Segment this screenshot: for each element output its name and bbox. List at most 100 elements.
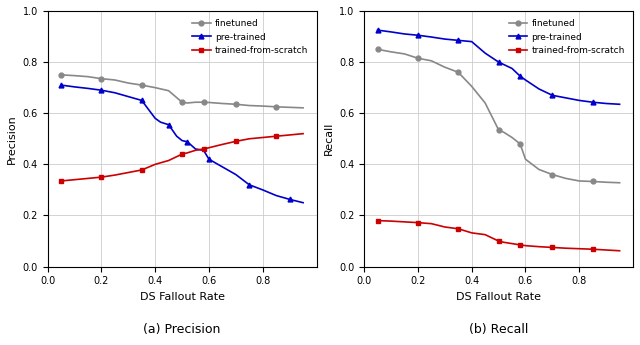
trained-from-scratch: [495, 239, 502, 243]
finetuned: [138, 83, 145, 87]
pre-trained: [562, 96, 570, 100]
trained-from-scratch: [602, 248, 610, 252]
trained-from-scratch: [191, 148, 199, 152]
trained-from-scratch: [575, 247, 583, 251]
pre-trained: [414, 33, 422, 37]
trained-from-scratch: [468, 231, 476, 235]
trained-from-scratch: [562, 246, 570, 250]
finetuned: [535, 167, 543, 171]
finetuned: [454, 70, 462, 75]
finetuned: [97, 77, 105, 81]
pre-trained: [57, 83, 65, 87]
trained-from-scratch: [111, 173, 118, 177]
finetuned: [522, 157, 529, 161]
finetuned: [232, 102, 240, 106]
finetuned: [508, 136, 516, 140]
finetuned: [300, 106, 307, 110]
pre-trained: [508, 66, 516, 70]
pre-trained: [468, 40, 476, 44]
finetuned: [602, 180, 610, 184]
finetuned: [70, 73, 78, 78]
trained-from-scratch: [184, 151, 191, 155]
trained-from-scratch: [205, 146, 212, 150]
finetuned: [575, 179, 583, 183]
finetuned: [84, 75, 92, 79]
pre-trained: [232, 172, 240, 177]
trained-from-scratch: [57, 179, 65, 183]
pre-trained: [184, 140, 191, 144]
pre-trained: [151, 116, 159, 120]
trained-from-scratch: [500, 240, 508, 244]
pre-trained: [124, 95, 132, 99]
finetuned: [184, 101, 191, 105]
pre-trained: [535, 87, 543, 91]
pre-trained: [191, 147, 199, 151]
finetuned: [219, 101, 227, 106]
pre-trained: [454, 38, 462, 42]
pre-trained: [548, 93, 556, 97]
trained-from-scratch: [164, 158, 172, 162]
Legend: finetuned, pre-trained, trained-from-scratch: finetuned, pre-trained, trained-from-scr…: [189, 16, 312, 59]
Line: pre-trained: pre-trained: [375, 28, 622, 107]
trained-from-scratch: [428, 221, 435, 226]
trained-from-scratch: [300, 131, 307, 136]
finetuned: [164, 89, 172, 93]
pre-trained: [259, 188, 267, 192]
trained-from-scratch: [616, 249, 623, 253]
finetuned: [57, 73, 65, 77]
finetuned: [401, 52, 408, 56]
Line: trained-from-scratch: trained-from-scratch: [59, 131, 305, 184]
trained-from-scratch: [97, 175, 105, 179]
trained-from-scratch: [441, 225, 449, 229]
pre-trained: [111, 91, 118, 95]
trained-from-scratch: [535, 245, 543, 249]
trained-from-scratch: [374, 218, 381, 223]
pre-trained: [374, 28, 381, 32]
pre-trained: [138, 98, 145, 102]
finetuned: [414, 56, 422, 60]
trained-from-scratch: [138, 168, 145, 172]
finetuned: [495, 128, 502, 132]
finetuned: [500, 130, 508, 135]
finetuned: [124, 81, 132, 85]
pre-trained: [401, 32, 408, 36]
finetuned: [178, 100, 186, 104]
pre-trained: [387, 30, 395, 34]
pre-trained: [173, 134, 180, 138]
pre-trained: [589, 100, 596, 104]
pre-trained: [500, 62, 508, 67]
finetuned: [151, 86, 159, 90]
X-axis label: DS Fallout Rate: DS Fallout Rate: [456, 292, 541, 302]
finetuned: [200, 100, 207, 104]
trained-from-scratch: [516, 243, 524, 247]
pre-trained: [602, 101, 610, 106]
trained-from-scratch: [178, 152, 186, 156]
trained-from-scratch: [246, 137, 253, 141]
finetuned: [516, 142, 524, 146]
pre-trained: [286, 197, 294, 201]
pre-trained: [157, 120, 164, 124]
Y-axis label: Precision: Precision: [7, 114, 17, 164]
pre-trained: [441, 37, 449, 41]
finetuned: [387, 50, 395, 54]
Y-axis label: Recall: Recall: [323, 122, 333, 156]
pre-trained: [428, 35, 435, 39]
trained-from-scratch: [259, 136, 267, 140]
finetuned: [191, 100, 199, 104]
pre-trained: [205, 157, 212, 161]
trained-from-scratch: [414, 220, 422, 225]
trained-from-scratch: [151, 162, 159, 166]
finetuned: [616, 181, 623, 185]
trained-from-scratch: [124, 170, 132, 175]
trained-from-scratch: [219, 142, 227, 147]
Text: (a) Precision: (a) Precision: [143, 323, 221, 336]
finetuned: [481, 101, 489, 105]
finetuned: [548, 172, 556, 177]
Text: (b) Recall: (b) Recall: [469, 323, 528, 336]
Legend: finetuned, pre-trained, trained-from-scratch: finetuned, pre-trained, trained-from-scr…: [506, 16, 628, 59]
pre-trained: [300, 201, 307, 205]
pre-trained: [178, 138, 186, 142]
Line: finetuned: finetuned: [59, 72, 305, 110]
pre-trained: [273, 194, 280, 198]
Line: pre-trained: pre-trained: [59, 83, 305, 205]
